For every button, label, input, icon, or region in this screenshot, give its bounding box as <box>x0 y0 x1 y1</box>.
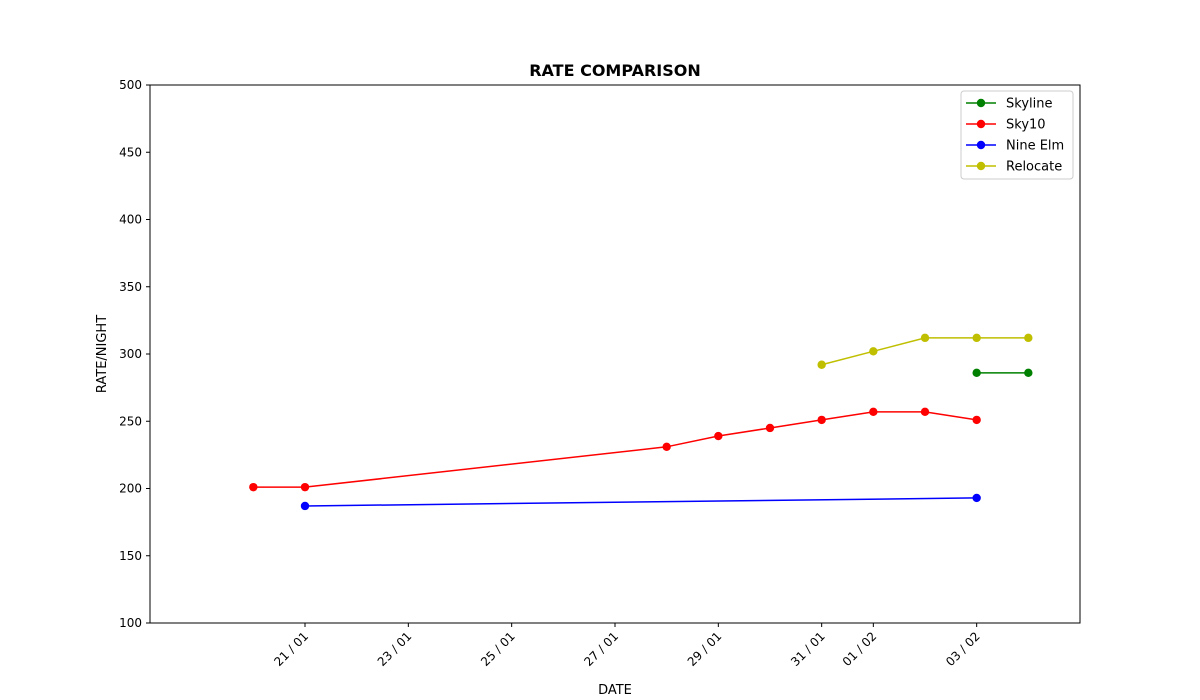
data-point-nine-elm <box>300 501 310 511</box>
legend-marker <box>976 140 986 150</box>
x-tick-label: 23 / 01 <box>375 629 415 669</box>
data-point-relocate <box>1024 333 1033 343</box>
y-tick-label: 450 <box>119 145 142 159</box>
y-axis-label: RATE/NIGHT <box>95 315 110 393</box>
x-tick-label: 31 / 01 <box>788 629 828 669</box>
data-point-sky10 <box>300 482 310 492</box>
y-tick-label: 150 <box>119 549 142 563</box>
series-nine-elm <box>300 493 981 511</box>
data-point-sky10 <box>765 423 775 433</box>
series-line-nine-elm <box>304 497 977 507</box>
data-point-sky10 <box>869 407 878 417</box>
x-tick-label: 29 / 01 <box>685 629 725 669</box>
legend-box <box>960 90 1074 180</box>
legend-marker <box>976 119 986 129</box>
data-point-sky10 <box>972 415 981 425</box>
x-axis-label: DATE <box>598 683 632 698</box>
y-tick-label: 350 <box>119 280 142 294</box>
legend-label: Relocate <box>1006 160 1062 175</box>
data-point-nine-elm <box>972 493 981 503</box>
legend-label: Sky10 <box>1006 118 1046 133</box>
y-tick-label: 500 <box>119 78 142 92</box>
data-point-sky10 <box>662 442 671 452</box>
data-point-relocate <box>920 333 930 343</box>
y-tick-label: 400 <box>119 213 142 227</box>
legend-item-nine-elm: Nine Elm <box>966 139 1064 154</box>
y-tick-label: 100 <box>119 616 142 630</box>
y-axis: 100 150 200 250 300 350 400 450 500 <box>119 78 150 630</box>
y-tick-label: 250 <box>119 414 142 428</box>
data-point-relocate <box>972 333 981 343</box>
legend-label: Nine Elm <box>1006 139 1064 154</box>
data-point-relocate <box>817 360 826 369</box>
series-sky10 <box>249 407 981 492</box>
x-tick-label: 25 / 01 <box>478 629 518 669</box>
legend-marker <box>976 98 986 108</box>
data-point-skyline <box>1024 368 1033 378</box>
data-point-relocate <box>869 347 878 356</box>
legend-label: Skyline <box>1006 97 1052 112</box>
series-skyline <box>972 368 1033 378</box>
y-tick-label: 300 <box>119 347 142 361</box>
x-tick-label: 27 / 01 <box>581 629 621 669</box>
series-line-sky10 <box>253 411 977 488</box>
data-point-sky10 <box>249 482 258 492</box>
x-axis: 21 / 01 23 / 01 25 / 01 27 / 01 29 / 01 31 / … <box>271 623 983 669</box>
chart-title: RATE COMPARISON <box>529 61 701 80</box>
plot-frame <box>149 84 1081 624</box>
series-layer <box>249 333 1033 511</box>
x-tick-label: 01 / 02 <box>840 629 880 669</box>
legend-marker <box>976 161 986 171</box>
y-tick-label: 200 <box>119 482 142 496</box>
legend-item-sky10: Sky10 <box>966 118 1046 133</box>
data-point-sky10 <box>920 407 930 417</box>
x-tick-label: 21 / 01 <box>271 629 311 669</box>
data-point-skyline <box>972 368 981 378</box>
data-point-sky10 <box>714 431 723 441</box>
legend: Skyline Sky10 Nine Elm Relocate <box>960 90 1074 180</box>
data-point-sky10 <box>817 415 826 425</box>
legend-item-relocate: Relocate <box>966 160 1062 175</box>
series-relocate <box>817 333 1033 369</box>
legend-item-skyline: Skyline <box>966 97 1052 112</box>
x-tick-label: 03 / 02 <box>943 629 983 669</box>
